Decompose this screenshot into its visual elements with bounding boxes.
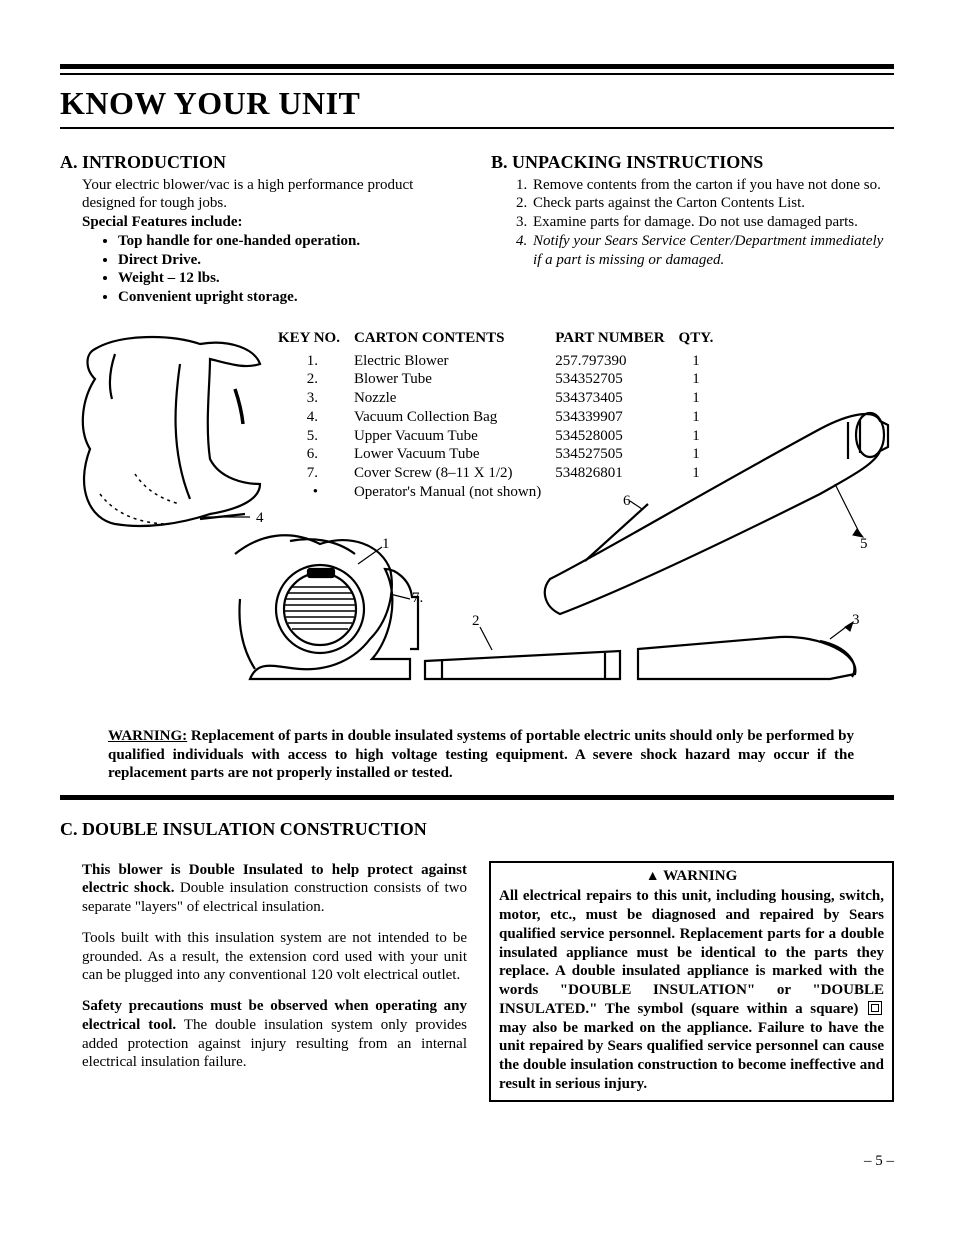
unpack-item: Remove contents from the carton if you h… [531,176,894,195]
features-label: Special Features include: [82,213,463,232]
intro-para: Your electric blower/vac is a high perfo… [82,176,463,214]
c-para-3: Safety precautions must be observed when… [82,997,467,1072]
table-row: 2.Blower Tube5343527051 [278,370,727,389]
title-block: KNOW YOUR UNIT [60,64,894,129]
warning-triangle-icon: ▲ [646,869,660,884]
section-c: C. DOUBLE INSULATION CONSTRUCTION This b… [60,818,894,1102]
warning-box-heading: ▲ WARNING [499,867,884,886]
exploded-diagram: KEY NO. CARTON CONTENTS PART NUMBER QTY.… [60,329,894,709]
warning-label: WARNING: [108,728,187,744]
callout-2: 2 [472,612,480,631]
warning-box-text-2: may also be marked on the appliance. Fai… [499,1020,884,1092]
callout-7: 7. [412,589,423,608]
feature-item: Top handle for one-handed operation. [118,232,463,251]
th-qty: QTY. [679,329,728,352]
section-c-left: This blower is Double Insulated to help … [60,861,467,1085]
section-b: B. UNPACKING INSTRUCTIONS Remove content… [491,151,894,307]
rule-top-thin [60,73,894,75]
c-para-2: Tools built with this insulation system … [82,929,467,985]
parts-table: KEY NO. CARTON CONTENTS PART NUMBER QTY.… [278,329,727,502]
page-number: – 5 – [60,1152,894,1171]
unpack-item: Check parts against the Carton Contents … [531,194,894,213]
warning-box-text-1: All electrical repairs to this unit, inc… [499,888,884,1017]
feature-item: Convenient upright storage. [118,288,463,307]
intro-columns: A. INTRODUCTION Your electric blower/vac… [60,151,894,307]
parts-tbody: 1.Electric Blower257.7973901 2.Blower Tu… [278,352,727,502]
callout-4: 4 [256,509,264,528]
parts-table-wrap: KEY NO. CARTON CONTENTS PART NUMBER QTY.… [278,329,727,502]
table-row: 4.Vacuum Collection Bag5343399071 [278,408,727,427]
section-c-heading: C. DOUBLE INSULATION CONSTRUCTION [60,818,894,841]
section-c-columns: This blower is Double Insulated to help … [60,861,894,1102]
features-list: Top handle for one-handed operation. Dir… [82,232,463,307]
warning-text: Replacement of parts in double insulated… [108,728,854,782]
warning-box-body: All electrical repairs to this unit, inc… [499,887,884,1093]
double-insulation-icon [868,1001,882,1015]
table-row: 7.Cover Screw (8–11 X 1/2)5348268011 [278,464,727,483]
warning-box-title: WARNING [663,868,737,884]
feature-item: Direct Drive. [118,251,463,270]
unpack-item: Notify your Sears Service Center/Departm… [531,232,894,270]
th-part: PART NUMBER [555,329,678,352]
parts-region: KEY NO. CARTON CONTENTS PART NUMBER QTY.… [60,329,894,800]
page-title: KNOW YOUR UNIT [60,77,894,125]
section-b-heading: B. UNPACKING INSTRUCTIONS [491,151,894,174]
callout-3: 3 [852,611,860,630]
warning-paragraph: WARNING: Replacement of parts in double … [108,727,854,783]
table-row: 5.Upper Vacuum Tube5345280051 [278,427,727,446]
warning-box: ▲ WARNING All electrical repairs to this… [489,861,894,1102]
rule-under [60,127,894,129]
callout-5: 5 [860,535,868,554]
table-row: 6.Lower Vacuum Tube5345275051 [278,445,727,464]
table-header-row: KEY NO. CARTON CONTENTS PART NUMBER QTY. [278,329,727,352]
th-contents: CARTON CONTENTS [354,329,555,352]
unpack-list: Remove contents from the carton if you h… [491,176,894,270]
feature-item: Weight – 12 lbs. [118,269,463,288]
table-row: 1.Electric Blower257.7973901 [278,352,727,371]
callout-1: 1 [382,535,390,554]
section-a-body: Your electric blower/vac is a high perfo… [60,176,463,307]
unpack-item: Examine parts for damage. Do not use dam… [531,213,894,232]
c-para-1: This blower is Double Insulated to help … [82,861,467,917]
table-row: •Operator's Manual (not shown) [278,483,727,502]
table-row: 3.Nozzle5343734051 [278,389,727,408]
section-a-heading: A. INTRODUCTION [60,151,463,174]
section-a: A. INTRODUCTION Your electric blower/vac… [60,151,463,307]
rule-top [60,64,894,69]
th-keyno: KEY NO. [278,329,354,352]
